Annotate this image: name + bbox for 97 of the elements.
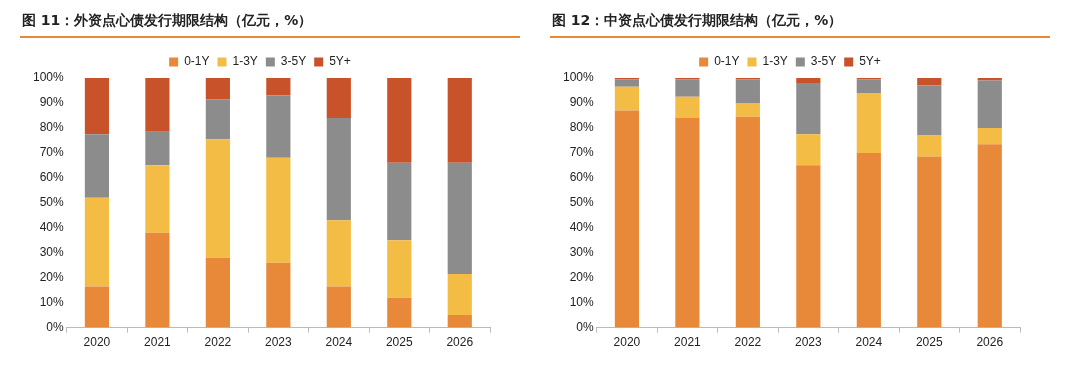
x-tick-label: 2025	[915, 335, 943, 350]
bar	[84, 197, 110, 287]
bar	[796, 134, 821, 166]
x-tick-label: 2026	[446, 335, 474, 350]
bar	[856, 152, 881, 328]
bar	[735, 116, 760, 328]
x-tick-label: 2020	[83, 335, 111, 350]
bar	[917, 78, 942, 86]
y-tick-label: 80%	[39, 120, 65, 135]
legend-label: 0-1Y	[184, 54, 210, 69]
bar	[796, 82, 821, 135]
bar	[145, 131, 170, 166]
bar	[977, 127, 1002, 145]
y-tick-label: 20%	[39, 269, 65, 284]
y-tick-label: 100%	[32, 70, 65, 85]
bar	[917, 156, 942, 328]
bar	[266, 157, 291, 263]
x-tick-label: 2021	[144, 335, 172, 350]
x-tick-label: 2023	[264, 335, 293, 350]
x-tick-label: 2024	[855, 335, 883, 350]
bar	[675, 79, 700, 97]
bar	[266, 262, 291, 328]
bar	[145, 232, 170, 328]
y-tick-label: 40%	[569, 220, 595, 235]
y-tick-label: 50%	[39, 195, 65, 210]
y-tick-label: 70%	[39, 145, 65, 160]
bar	[977, 80, 1002, 128]
y-tick-label: 90%	[569, 95, 595, 110]
y-tick-label: 60%	[569, 170, 595, 185]
bar	[326, 78, 351, 118]
bar	[266, 95, 291, 158]
y-tick-label: 90%	[39, 95, 65, 110]
x-tick-label: 2022	[734, 335, 762, 350]
bar	[205, 257, 230, 328]
y-tick-label: 0%	[46, 319, 65, 334]
bar	[205, 99, 230, 140]
bar	[735, 79, 760, 103]
bar	[614, 110, 640, 328]
chart-title: 图 12：中资点心债发行期限结构（亿元，%）	[550, 8, 1050, 38]
bar	[796, 165, 821, 328]
legend-label: 0-1Y	[714, 54, 740, 69]
x-tick-label: 2022	[204, 335, 232, 350]
bar	[205, 78, 230, 100]
x-tick-label: 2023	[794, 335, 823, 350]
bar	[266, 78, 291, 96]
y-tick-label: 10%	[39, 294, 65, 309]
x-tick-label: 2020	[613, 335, 641, 350]
x-tick-label: 2024	[325, 335, 353, 350]
x-tick-label: 2025	[385, 335, 413, 350]
y-tick-label: 50%	[569, 195, 595, 210]
bar	[145, 78, 170, 132]
y-tick-label: 60%	[39, 170, 65, 185]
y-tick-label: 0%	[576, 319, 595, 334]
bar	[917, 85, 942, 136]
legend-label: 5Y+	[329, 54, 351, 69]
legend-label: 3-5Y	[810, 54, 837, 69]
bar	[675, 96, 700, 118]
bar	[84, 78, 110, 135]
bar	[796, 78, 821, 83]
bar	[614, 79, 640, 87]
legend-label: 5Y+	[859, 54, 881, 69]
chart-title: 图 11：外资点心债发行期限结构（亿元，%）	[20, 8, 520, 38]
bar	[447, 162, 472, 274]
bar	[387, 162, 412, 241]
x-tick-label: 2026	[976, 335, 1004, 350]
y-tick-label: 30%	[39, 245, 65, 260]
y-tick-label: 70%	[569, 145, 595, 160]
bar	[856, 79, 881, 93]
bar	[326, 220, 351, 287]
bar	[447, 315, 472, 328]
bar	[977, 144, 1002, 328]
bar	[856, 92, 881, 153]
legend-label: 1-3Y	[762, 54, 788, 69]
bar	[735, 102, 760, 117]
y-tick-label: 30%	[569, 245, 595, 260]
bar	[326, 117, 351, 221]
y-tick-label: 80%	[569, 120, 595, 135]
bar	[675, 117, 700, 328]
bar	[145, 165, 170, 233]
bar	[614, 86, 640, 111]
bar	[326, 286, 351, 328]
y-tick-label: 20%	[569, 269, 595, 284]
y-tick-label: 10%	[569, 294, 595, 309]
bar	[205, 139, 230, 258]
y-tick-label: 40%	[39, 220, 65, 235]
bar	[447, 273, 472, 316]
bar	[917, 135, 942, 157]
bar	[84, 286, 110, 328]
y-tick-label: 100%	[562, 70, 595, 85]
bar	[387, 78, 412, 163]
legend-label: 3-5Y	[280, 54, 307, 69]
legend-label: 1-3Y	[232, 54, 258, 69]
bar	[387, 297, 412, 328]
bar	[447, 78, 472, 163]
bar	[387, 240, 412, 298]
x-tick-label: 2021	[674, 335, 702, 350]
bar	[84, 134, 110, 198]
